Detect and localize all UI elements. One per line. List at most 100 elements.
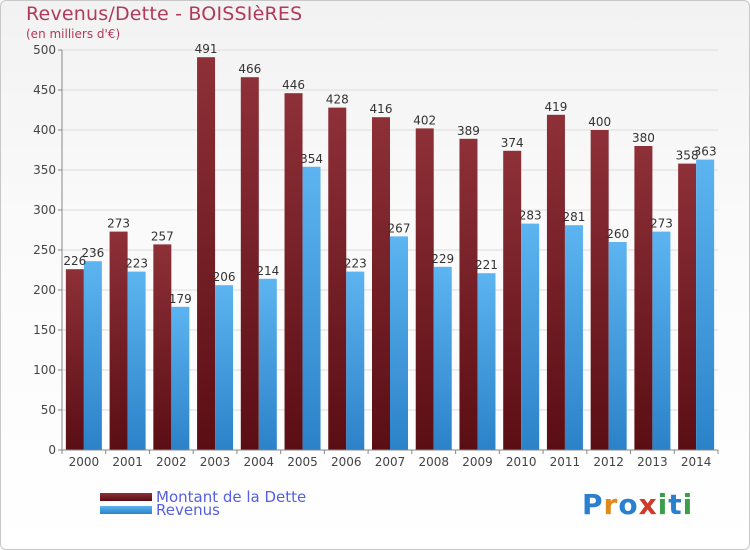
revenue-value-label: 229: [431, 252, 454, 266]
debt-value-label: 419: [544, 100, 567, 114]
debt-bar: [459, 138, 478, 451]
revenue-value-label: 221: [475, 258, 498, 272]
revenue-bar: [171, 306, 190, 450]
y-tick-label: 100: [33, 363, 56, 377]
revenue-value-label: 354: [300, 152, 323, 166]
revenue-value-label: 223: [125, 257, 148, 271]
revenue-bar: [215, 285, 234, 450]
y-tick-label: 50: [41, 403, 56, 417]
x-tick-label: 2001: [112, 455, 143, 469]
debt-bar: [328, 107, 347, 450]
debt-value-label: 402: [413, 113, 436, 127]
y-tick-label: 450: [33, 83, 56, 97]
y-tick-label: 200: [33, 283, 56, 297]
revenue-value-label: 179: [169, 292, 192, 306]
logo-letter: o: [618, 488, 639, 521]
logo-letter: i: [657, 488, 669, 521]
debt-value-label: 226: [63, 254, 86, 268]
legend-label-revenue: Revenus: [156, 501, 220, 519]
y-tick-label: 400: [33, 123, 56, 137]
debt-value-label: 380: [632, 131, 655, 145]
debt-bar: [240, 77, 259, 450]
debt-value-label: 400: [588, 115, 611, 129]
logo-letter: r: [603, 488, 619, 521]
revenue-value-label: 267: [388, 221, 411, 235]
x-tick-label: 2012: [593, 455, 624, 469]
y-tick-label: 350: [33, 163, 56, 177]
debt-bar: [109, 231, 128, 450]
x-tick-label: 2010: [506, 455, 537, 469]
debt-bar: [590, 130, 609, 450]
x-tick-label: 2004: [244, 455, 275, 469]
debt-bar: [197, 57, 216, 450]
revenue-value-label: 214: [256, 264, 279, 278]
x-tick-label: 2014: [681, 455, 712, 469]
revenue-bar: [608, 242, 627, 450]
revenue-value-label: 260: [606, 227, 629, 241]
debt-value-label: 428: [326, 93, 349, 107]
chart-title: Revenus/Dette - BOISSIèRES: [26, 3, 303, 25]
revenue-bar: [390, 236, 408, 450]
revenue-bar: [477, 273, 496, 450]
x-tick-label: 2003: [200, 455, 231, 469]
revenue-bar: [258, 278, 277, 450]
revenue-value-label: 223: [344, 257, 367, 271]
debt-bar: [503, 150, 522, 451]
debt-value-label: 466: [238, 62, 261, 76]
debt-value-label: 374: [501, 136, 524, 150]
revenue-value-label: 281: [562, 210, 585, 224]
x-tick-label: 2011: [550, 455, 581, 469]
y-tick-label: 250: [33, 243, 56, 257]
revenue-value-label: 283: [519, 209, 542, 223]
revenue-value-label: 273: [650, 217, 673, 231]
debt-value-label: 358: [676, 149, 699, 163]
legend-label-debt: Montant de la Dette: [156, 488, 307, 506]
debt-bar: [634, 146, 653, 450]
debt-bar: [546, 114, 565, 451]
proxiti-logo: Proxiti: [582, 488, 693, 521]
chart-subtitle: (en milliers d'€): [26, 27, 121, 41]
debt-value-label: 273: [107, 217, 130, 231]
x-tick-label: 2002: [156, 455, 187, 469]
revenue-bar: [83, 261, 102, 450]
debt-value-label: 491: [195, 42, 218, 56]
revenue-bar: [652, 231, 671, 450]
debt-value-label: 446: [282, 78, 305, 92]
x-tick-label: 2009: [462, 455, 493, 469]
debt-value-label: 389: [457, 124, 480, 138]
revenue-value-label: 363: [694, 145, 717, 159]
legend-item-revenue: Revenus: [100, 501, 220, 519]
debt-value-label: 257: [151, 229, 174, 243]
x-tick-label: 2008: [418, 455, 449, 469]
legend-swatch-revenue: [100, 506, 152, 514]
legend-swatch-debt: [100, 493, 152, 501]
logo-letter: P: [582, 488, 604, 521]
y-tick-label: 500: [33, 43, 56, 57]
revenue-bar: [433, 266, 452, 450]
x-tick-label: 2005: [287, 455, 318, 469]
debt-bar: [153, 244, 172, 450]
debt-bar: [284, 93, 303, 450]
logo-letter: t: [668, 488, 683, 521]
logo-letter: i: [682, 488, 694, 521]
x-tick-label: 2006: [331, 455, 362, 469]
revenue-value-label: 206: [213, 270, 236, 284]
y-tick-label: 0: [48, 443, 56, 457]
legend-item-debt: Montant de la Dette: [100, 488, 306, 506]
x-tick-label: 2000: [69, 455, 100, 469]
debt-value-label: 416: [370, 102, 393, 116]
revenue-bar: [302, 166, 321, 451]
logo-letter: x: [638, 488, 658, 521]
revenue-bar: [564, 225, 583, 450]
x-tick-label: 2007: [375, 455, 406, 469]
y-tick-label: 150: [33, 323, 56, 337]
revenue-value-label: 236: [81, 246, 104, 260]
debt-bar: [415, 128, 434, 450]
revenue-bar: [346, 271, 365, 450]
debt-bar: [65, 269, 84, 450]
revenue-bar: [127, 271, 146, 450]
revenue-bar: [521, 223, 540, 450]
debt-bar: [372, 117, 390, 450]
revenue-bar: [696, 159, 715, 450]
